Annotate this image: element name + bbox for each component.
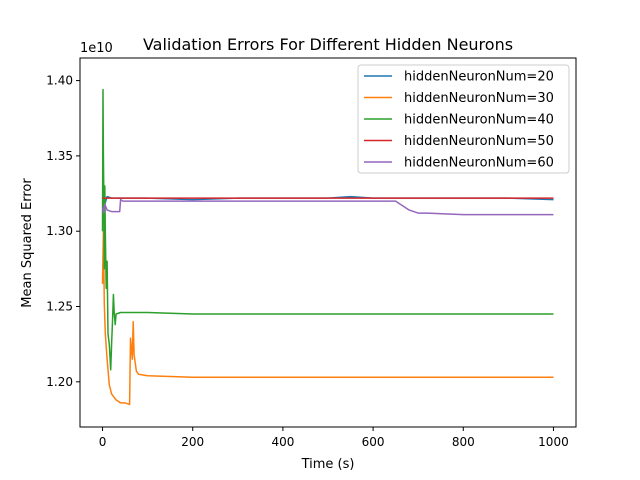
y-tick-label: 1.30 [46, 224, 73, 238]
series-line-3 [101, 88, 554, 371]
legend-label: hiddenNeuronNum=50 [404, 134, 554, 149]
series-line-2 [101, 230, 554, 406]
y-axis-label: Mean Squared Error [20, 178, 35, 308]
y-offset-label: 1e10 [80, 41, 113, 56]
x-tick-label: 0 [99, 435, 107, 449]
y-tick-label: 1.40 [46, 74, 73, 88]
x-tick-label: 1000 [538, 435, 569, 449]
x-tick-label: 400 [271, 435, 294, 449]
chart-title: Validation Errors For Different Hidden N… [143, 35, 513, 54]
series-line-5 [101, 198, 554, 216]
y-tick-label: 1.35 [46, 149, 73, 163]
x-tick-label: 600 [362, 435, 385, 449]
x-axis-label: Time (s) [301, 457, 355, 472]
legend-box [357, 64, 570, 174]
legend-label: hiddenNeuronNum=30 [404, 91, 554, 106]
legend-label: hiddenNeuronNum=20 [404, 70, 554, 85]
x-tick-label: 200 [181, 435, 204, 449]
legend-label: hiddenNeuronNum=60 [404, 156, 554, 171]
y-tick-label: 1.20 [46, 375, 73, 389]
x-tick-label: 800 [452, 435, 475, 449]
legend-label: hiddenNeuronNum=40 [404, 113, 554, 128]
y-tick-label: 1.25 [46, 300, 73, 314]
x-axis: 0 200 400 600 800 1000 [99, 427, 569, 449]
legend: hiddenNeuronNum=20 hiddenNeuronNum=30 hidd… [357, 64, 570, 174]
plot-frame [79, 57, 577, 428]
series-layer [101, 88, 554, 406]
y-axis: 1.20 1.25 1.30 1.35 1.40 [46, 74, 80, 389]
